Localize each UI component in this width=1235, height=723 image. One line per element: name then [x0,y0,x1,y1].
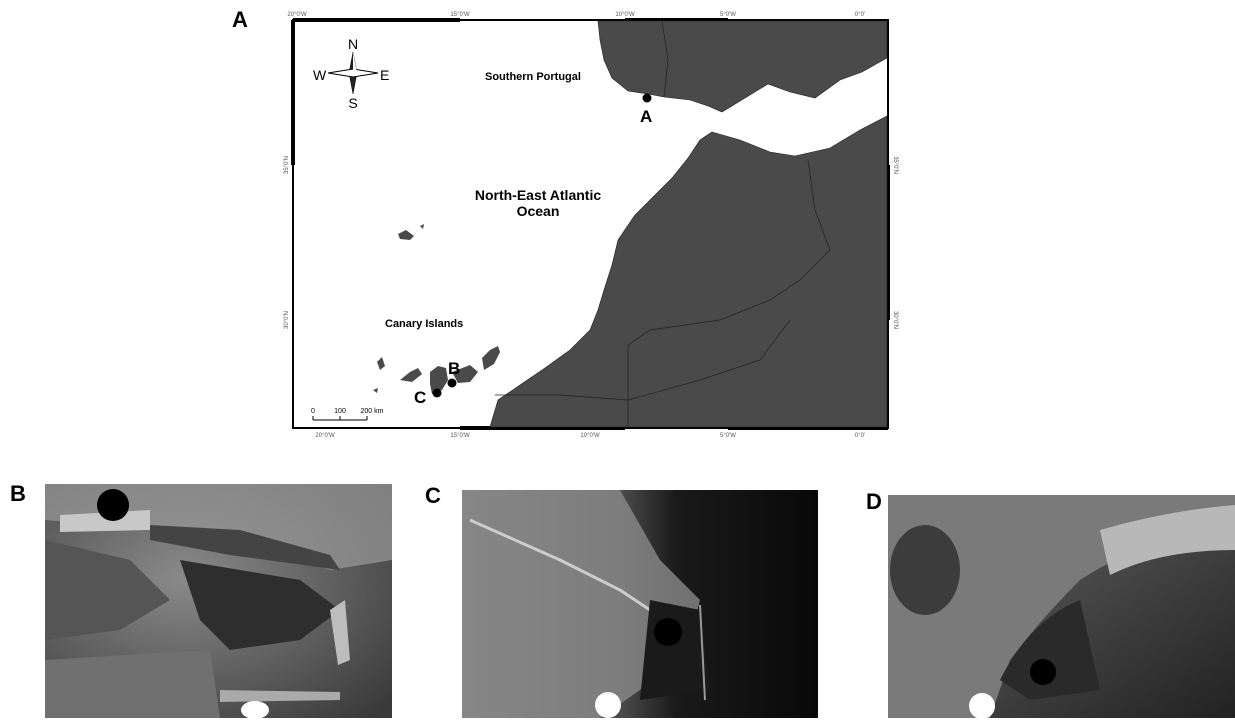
region-label: Southern Portugal [485,71,581,83]
scale-label: 200 km [361,408,384,415]
photo-c [462,490,818,718]
border [661,20,669,98]
site-label: A [640,107,652,126]
compass-label: N [348,36,358,52]
panel-label: A [232,7,248,32]
lon-tick: 20°0'W [287,12,307,18]
land-africa [489,115,888,428]
lat-tick: 35°0'N [284,156,290,174]
ocean-label: Ocean [517,203,560,219]
lon-tick: 15°0'W [450,12,470,18]
lon-tick: 20°0'W [315,433,335,439]
site-label: B [448,359,460,378]
land-iberia [597,20,888,113]
compass-label: W [313,67,327,83]
region-label: Canary Islands [385,318,463,330]
compass-label: S [348,95,357,111]
scale-bar: 0 100 200 km [311,408,384,421]
border [627,159,831,427]
islands [373,224,500,394]
compass-label: E [380,67,389,83]
lon-tick: 0°0' [855,433,865,439]
photo-b [45,484,392,719]
lon-tick: 5°0'W [720,433,736,439]
lat-tick: 30°0'N [892,311,898,329]
panel-label: C [425,483,441,508]
photo-d [888,495,1235,719]
lat-tick: 35°0'N [892,156,898,174]
site-marker [642,93,652,103]
scale-label: 0 [311,408,315,415]
lon-tick: 0°0' [855,12,865,18]
ocean-label: North-East Atlantic [475,187,601,203]
panel-label: D [866,489,882,514]
scale-label: 100 [334,408,346,415]
compass: N S E W [313,36,389,111]
site-marker [432,388,442,398]
site-marker [447,378,457,388]
lat-tick: 30°0'N [284,311,290,329]
map-panel: A B C Southern Portugal Canary Islands N… [284,12,898,439]
lon-tick: 10°0'W [580,433,600,439]
lon-tick: 10°0'W [615,12,635,18]
site-label: C [414,388,426,407]
panel-label: B [10,481,26,506]
lon-tick: 5°0'W [720,12,736,18]
border [495,319,791,401]
lon-tick: 15°0'W [450,433,470,439]
